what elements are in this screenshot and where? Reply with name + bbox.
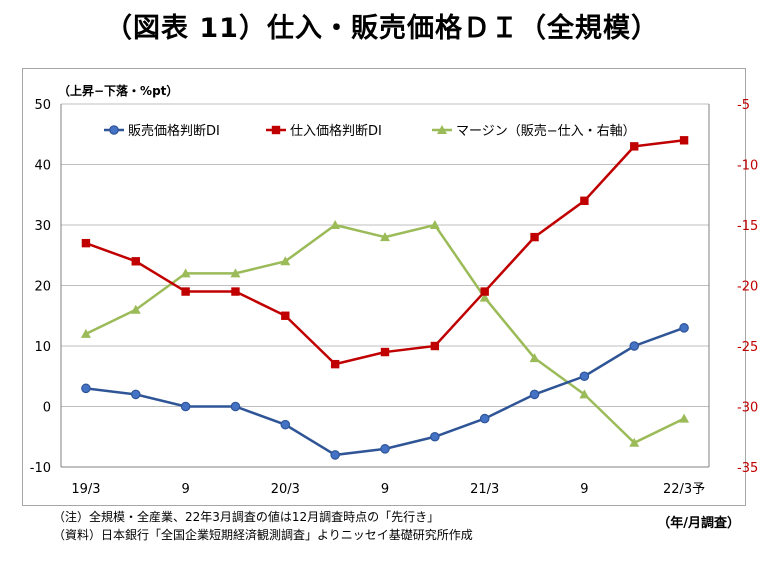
data-point: [81, 238, 91, 248]
data-point: [429, 220, 440, 229]
right-tick-label: -15: [737, 219, 758, 234]
x-tick-label: 21/3: [470, 482, 499, 497]
left-axis-ticks: 50 40 30 20 10 0 -10: [30, 98, 51, 476]
y-axis-unit-label: （上昇−下落・%pt）: [58, 84, 179, 98]
data-point: [479, 292, 490, 302]
data-point: [579, 389, 590, 399]
data-point: [679, 323, 689, 333]
left-tick-label: 40: [34, 159, 51, 174]
chart-title: （図表 11）仕入・販売価格ＤＩ（全規模）: [105, 13, 659, 44]
left-tick-label: 30: [34, 219, 51, 234]
data-point: [130, 304, 141, 314]
data-point: [430, 341, 440, 351]
data-point: [181, 287, 190, 296]
data-point: [280, 256, 291, 266]
series-line-2: [85, 223, 685, 445]
data-point: [180, 268, 191, 278]
data-point: [480, 287, 489, 296]
chart-frame: [22, 68, 746, 506]
left-tick-label: 20: [34, 280, 51, 295]
series-group: [80, 136, 690, 460]
x-axis-ticks: 19/3 9 20/3 9 21/3 9 22/3予: [71, 482, 705, 497]
legend-label: 仕入価格判断DI: [290, 123, 382, 139]
right-tick-label: -5: [737, 98, 750, 113]
data-point: [380, 232, 390, 242]
right-tick-label: -30: [737, 401, 758, 416]
data-point: [330, 450, 340, 460]
data-point: [579, 371, 590, 382]
data-point: [109, 125, 119, 135]
right-tick-label: -20: [737, 280, 758, 295]
source-note: （資料）日本銀行「全国企業短期経済観測調査」よりニッセイ基礎研究所作成: [53, 528, 473, 542]
data-point: [479, 413, 490, 424]
data-point: [230, 268, 241, 278]
gridlines: [61, 103, 709, 468]
data-point: [271, 125, 281, 135]
data-point: [131, 257, 140, 266]
x-axis-unit-label: （年/月調査）: [657, 516, 740, 531]
data-point: [231, 287, 240, 296]
data-point: [629, 341, 640, 351]
data-point: [679, 413, 690, 423]
series-line-1: [85, 139, 685, 366]
x-tick-label: 9: [381, 482, 389, 497]
data-point: [380, 444, 390, 454]
series-line-0: [85, 326, 685, 457]
x-tick-label: 9: [580, 482, 588, 497]
legend-label: 販売価格判断DI: [128, 123, 220, 139]
right-tick-label: -10: [737, 159, 758, 174]
data-point: [629, 437, 640, 447]
x-tick-label: 22/3予: [663, 482, 705, 497]
axes: [60, 104, 710, 468]
data-point: [430, 431, 440, 442]
data-point: [530, 232, 539, 242]
left-tick-label: 0: [43, 401, 51, 416]
x-tick-label: 20/3: [271, 482, 300, 497]
data-point: [529, 353, 540, 363]
left-tick-label: -10: [30, 461, 51, 476]
data-point: [80, 328, 91, 338]
x-tick-label: 9: [181, 482, 189, 497]
left-tick-label: 10: [34, 340, 51, 355]
left-tick-label: 50: [34, 98, 51, 113]
data-point: [330, 359, 340, 369]
data-point: [281, 311, 290, 320]
legend-label: マージン（販売−仕入・右軸）: [456, 123, 636, 139]
right-tick-label: -25: [737, 340, 758, 355]
data-point: [180, 401, 191, 412]
data-point: [330, 220, 341, 229]
data-point: [81, 383, 91, 394]
data-point: [130, 389, 141, 400]
data-point: [679, 136, 689, 145]
data-point: [437, 125, 447, 134]
data-point: [230, 401, 241, 412]
x-tick-label: 19/3: [71, 482, 100, 497]
right-axis-ticks: -5 -10 -15 -20 -25 -30 -35: [737, 98, 758, 476]
right-tick-label: -35: [737, 461, 758, 476]
data-point: [280, 419, 291, 430]
footnote: （注）全規模・全産業、22年3月調査の値は12月調査時点の「先行き」: [53, 510, 440, 524]
data-point: [380, 347, 390, 357]
data-point: [529, 389, 540, 400]
data-point: [630, 142, 639, 151]
data-point: [580, 196, 589, 205]
legend: 販売価格判断DI 仕入価格判断DI マージン（販売−仕入・右軸）: [104, 123, 636, 139]
